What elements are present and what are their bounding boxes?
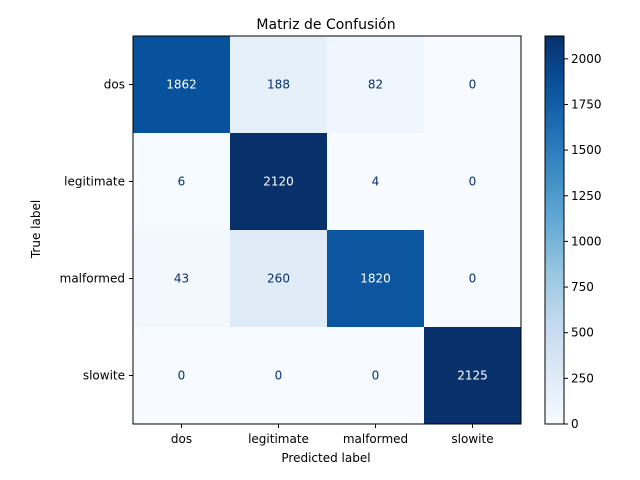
colorbar-tick-label: 1750 xyxy=(571,97,602,111)
colorbar-tick-label: 750 xyxy=(571,280,594,294)
colorbar-tick-label: 500 xyxy=(571,326,594,340)
cell-value-label: 260 xyxy=(267,272,290,286)
cell-value-label: 6 xyxy=(178,175,186,189)
y-axis: dos legitimate malformed slowite xyxy=(60,78,133,383)
cell-value-label: 2120 xyxy=(263,175,294,189)
cell-malformed-dos xyxy=(133,230,230,327)
x-axis: dos legitimate malformed slowite xyxy=(171,424,494,446)
cell-slowite-slowite xyxy=(424,327,521,424)
cell-slowite-malformed xyxy=(327,327,424,424)
cell-value-label: 0 xyxy=(372,369,380,383)
cell-value-label: 2125 xyxy=(457,369,488,383)
cell-value-label: 4 xyxy=(372,175,380,189)
colorbar-tick-label: 1500 xyxy=(571,143,602,157)
matrix-area: 1862 188 82 0 6 2120 4 0 43 260 1820 0 0 0 0 2125 xyxy=(132,35,522,425)
matrix-frame xyxy=(132,35,522,425)
y-tick-label: slowite xyxy=(83,369,125,383)
y-tick-label: malformed xyxy=(60,272,125,286)
colorbar-tick-label: 1000 xyxy=(571,234,602,248)
cell-legitimate-slowite xyxy=(424,133,521,230)
colorbar-tick-label: 0 xyxy=(571,417,579,431)
x-tick-label: legitimate xyxy=(248,432,309,446)
cell-value-label: 43 xyxy=(174,272,189,286)
x-tick-label: malformed xyxy=(343,432,408,446)
y-tick-label: dos xyxy=(104,78,125,92)
colorbar-tick-label: 1250 xyxy=(571,189,602,203)
y-tick-label: legitimate xyxy=(64,175,125,189)
cell-value-label: 0 xyxy=(178,369,186,383)
cell-value-label: 1862 xyxy=(166,78,197,92)
cell-slowite-legitimate xyxy=(230,327,327,424)
cell-dos-malformed xyxy=(327,36,424,133)
colorbar-tick-label: 2000 xyxy=(571,52,602,66)
cell-legitimate-dos xyxy=(133,133,230,230)
colorbar: 0 250 500 750 1000 1250 1500 1750 2000 xyxy=(544,35,602,431)
cell-value-label: 82 xyxy=(368,78,383,92)
colorbar-tick-label: 250 xyxy=(571,371,594,385)
cell-value-label: 1820 xyxy=(360,272,391,286)
cell-legitimate-legitimate xyxy=(230,133,327,230)
cell-value-label: 0 xyxy=(469,78,477,92)
cell-value-label: 188 xyxy=(267,78,290,92)
y-axis-label: True label xyxy=(29,200,43,259)
cell-dos-legitimate xyxy=(230,36,327,133)
cell-value-label: 0 xyxy=(275,369,283,383)
cell-slowite-dos xyxy=(133,327,230,424)
cell-dos-dos xyxy=(133,36,230,133)
chart-title: Matriz de Confusión xyxy=(256,17,395,33)
cell-malformed-slowite xyxy=(424,230,521,327)
x-axis-label: Predicted label xyxy=(281,451,370,465)
cell-dos-slowite xyxy=(424,36,521,133)
cell-value-label: 0 xyxy=(469,175,477,189)
cell-malformed-legitimate xyxy=(230,230,327,327)
x-tick-label: slowite xyxy=(451,432,493,446)
x-tick-label: dos xyxy=(171,432,192,446)
colorbar-gradient xyxy=(544,35,565,425)
cell-malformed-malformed xyxy=(327,230,424,327)
cell-legitimate-malformed xyxy=(327,133,424,230)
cell-value-label: 0 xyxy=(469,272,477,286)
